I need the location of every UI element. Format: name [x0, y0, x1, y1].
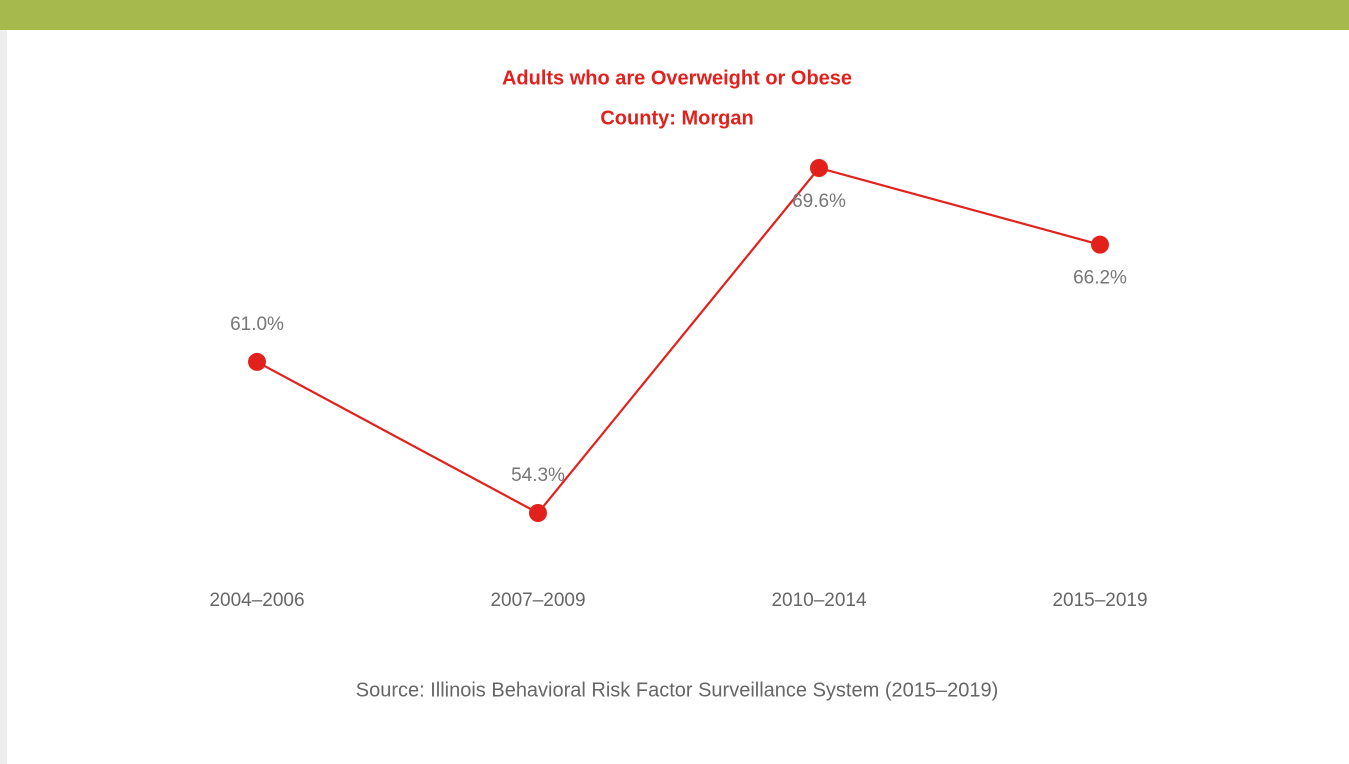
left-border — [0, 30, 7, 764]
data-label: 61.0% — [230, 314, 284, 335]
data-label: 69.6% — [792, 191, 846, 212]
chart-subtitle: County: Morgan — [600, 107, 753, 129]
data-label: 54.3% — [511, 465, 565, 486]
data-line — [256, 166, 1101, 515]
data-point — [248, 352, 266, 371]
data-point — [529, 504, 547, 522]
x-tick-label: 2010–2014 — [771, 590, 867, 611]
data-point — [1091, 235, 1109, 254]
top-bar — [0, 0, 1349, 30]
x-tick-label: 2015–2019 — [1052, 590, 1147, 611]
chart-title: Adults who are Overweight or Obese — [502, 67, 852, 89]
x-tick-label: 2004–2006 — [209, 590, 304, 611]
data-label: 66.2% — [1073, 268, 1127, 289]
source-note: Source: Illinois Behavioral Risk Factor … — [356, 679, 999, 701]
data-point — [810, 159, 828, 177]
x-tick-label: 2007–2009 — [490, 590, 585, 611]
